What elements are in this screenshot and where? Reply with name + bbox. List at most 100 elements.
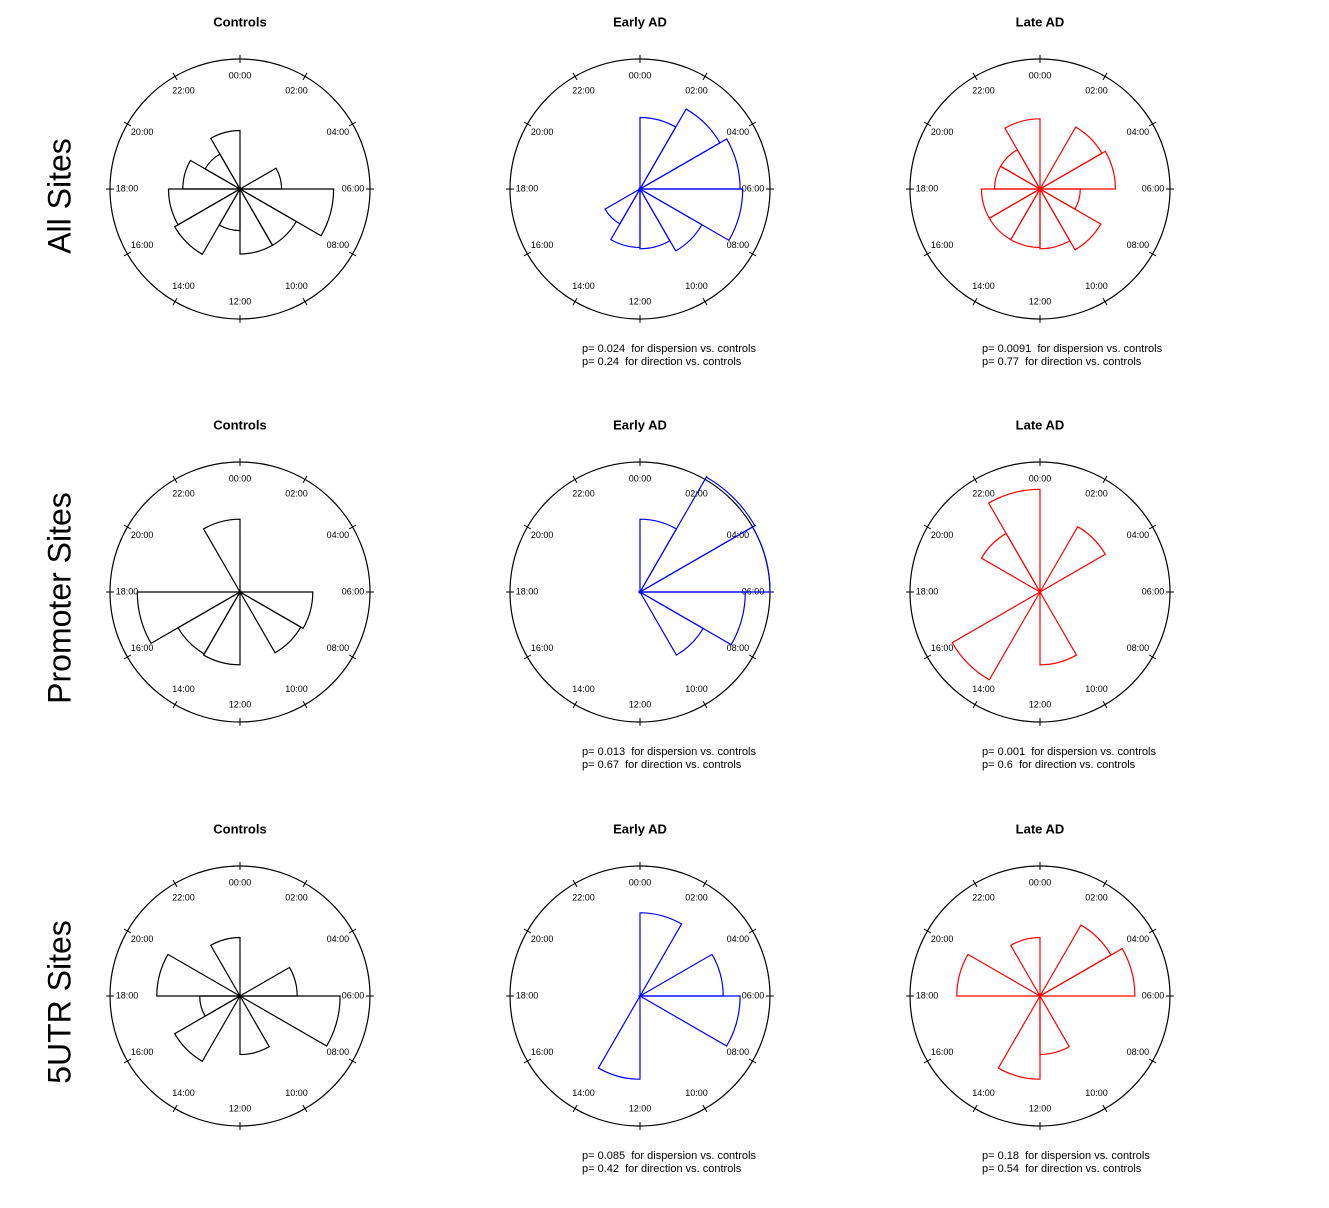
- row-label: All Sites: [41, 138, 77, 254]
- hour-label: 22:00: [172, 489, 195, 499]
- hour-label: 04:00: [727, 127, 750, 137]
- tick: [1148, 928, 1157, 934]
- wedge: [1037, 947, 1136, 997]
- hour-label: 14:00: [572, 684, 595, 694]
- tick: [972, 475, 978, 484]
- hour-label: 08:00: [1127, 643, 1150, 653]
- hour-label: 18:00: [916, 183, 939, 193]
- tick: [302, 72, 308, 81]
- hour-label: 00:00: [629, 473, 652, 483]
- hour-label: 08:00: [1127, 1047, 1150, 1057]
- chart-title: Late AD: [1016, 417, 1065, 432]
- wedge: [209, 129, 241, 192]
- wedge: [638, 187, 703, 252]
- hour-label: 02:00: [685, 86, 708, 96]
- hour-label: 10:00: [285, 1088, 308, 1098]
- hour-label: 14:00: [972, 684, 995, 694]
- hour-label: 20:00: [131, 530, 154, 540]
- hour-label: 14:00: [572, 281, 595, 291]
- wedge: [1039, 993, 1071, 1056]
- wedge: [956, 953, 1043, 997]
- hour-label: 14:00: [172, 1088, 195, 1098]
- hour-label: 02:00: [685, 893, 708, 903]
- tick: [1148, 1058, 1157, 1064]
- tick: [1102, 700, 1108, 709]
- hour-label: 22:00: [172, 86, 195, 96]
- row-label: Promoter Sites: [41, 492, 77, 704]
- hour-label: 14:00: [172, 684, 195, 694]
- hour-label: 10:00: [685, 1088, 708, 1098]
- hour-label: 18:00: [516, 990, 539, 1000]
- wedge: [987, 488, 1041, 595]
- tick: [348, 524, 357, 530]
- tick: [123, 121, 132, 127]
- tick: [572, 297, 578, 306]
- row-label: 5UTR Sites: [41, 920, 77, 1084]
- tick: [1102, 879, 1108, 888]
- tick: [572, 72, 578, 81]
- hour-label: 16:00: [931, 643, 954, 653]
- hour-label: 16:00: [931, 240, 954, 250]
- hour-label: 02:00: [1085, 86, 1108, 96]
- chart-title: Controls: [213, 14, 266, 29]
- tick: [1102, 475, 1108, 484]
- hour-label: 00:00: [1029, 473, 1052, 483]
- p-value: p= 0.085 for dispersion vs. controls: [582, 1150, 756, 1162]
- hour-label: 12:00: [229, 296, 252, 306]
- hour-label: 14:00: [972, 1088, 995, 1098]
- wedge: [237, 966, 298, 997]
- hour-label: 20:00: [931, 934, 954, 944]
- tick: [1148, 121, 1157, 127]
- wedge: [638, 476, 756, 594]
- hour-label: 22:00: [972, 893, 995, 903]
- hour-label: 12:00: [229, 699, 252, 709]
- tick: [523, 928, 532, 934]
- wedge: [980, 188, 1043, 220]
- hour-label: 10:00: [685, 281, 708, 291]
- hour-label: 08:00: [327, 1047, 350, 1057]
- hour-label: 04:00: [327, 934, 350, 944]
- hour-label: 12:00: [629, 296, 652, 306]
- wedge: [951, 590, 1042, 681]
- hour-label: 16:00: [131, 240, 154, 250]
- tick: [923, 654, 932, 660]
- tick: [748, 1058, 757, 1064]
- p-value: p= 0.67 for direction vs. controls: [582, 759, 742, 771]
- hour-label: 00:00: [229, 473, 252, 483]
- hour-label: 00:00: [1029, 70, 1052, 80]
- chart-title: Early AD: [613, 14, 667, 29]
- p-value: p= 0.013 for dispersion vs. controls: [582, 746, 756, 758]
- p-value: p= 0.24 for direction vs. controls: [582, 356, 742, 368]
- tick: [702, 297, 708, 306]
- hour-label: 08:00: [727, 1047, 750, 1057]
- wedge: [1037, 150, 1117, 190]
- hour-label: 06:00: [1142, 183, 1165, 193]
- wedge: [237, 167, 283, 190]
- hour-label: 14:00: [572, 1088, 595, 1098]
- p-value: p= 0.54 for direction vs. controls: [982, 1163, 1142, 1175]
- hour-label: 22:00: [972, 489, 995, 499]
- hour-label: 04:00: [327, 127, 350, 137]
- hour-label: 12:00: [229, 1103, 252, 1113]
- chart-title: Early AD: [613, 417, 667, 432]
- wedge: [209, 936, 241, 999]
- hour-label: 06:00: [742, 586, 765, 596]
- hour-label: 20:00: [531, 934, 554, 944]
- wedge: [604, 187, 642, 225]
- tick: [702, 700, 708, 709]
- hour-label: 10:00: [1085, 281, 1108, 291]
- hour-label: 00:00: [229, 877, 252, 887]
- p-value: p= 0.024 for dispersion vs. controls: [582, 343, 756, 355]
- wedge: [239, 186, 274, 255]
- hour-label: 10:00: [1085, 1088, 1108, 1098]
- hour-label: 14:00: [972, 281, 995, 291]
- hour-label: 08:00: [1127, 240, 1150, 250]
- hour-label: 10:00: [1085, 684, 1108, 694]
- tick: [748, 654, 757, 660]
- tick: [123, 524, 132, 530]
- hour-label: 20:00: [931, 530, 954, 540]
- tick: [348, 121, 357, 127]
- tick: [1102, 72, 1108, 81]
- p-value: p= 0.42 for direction vs. controls: [582, 1163, 742, 1175]
